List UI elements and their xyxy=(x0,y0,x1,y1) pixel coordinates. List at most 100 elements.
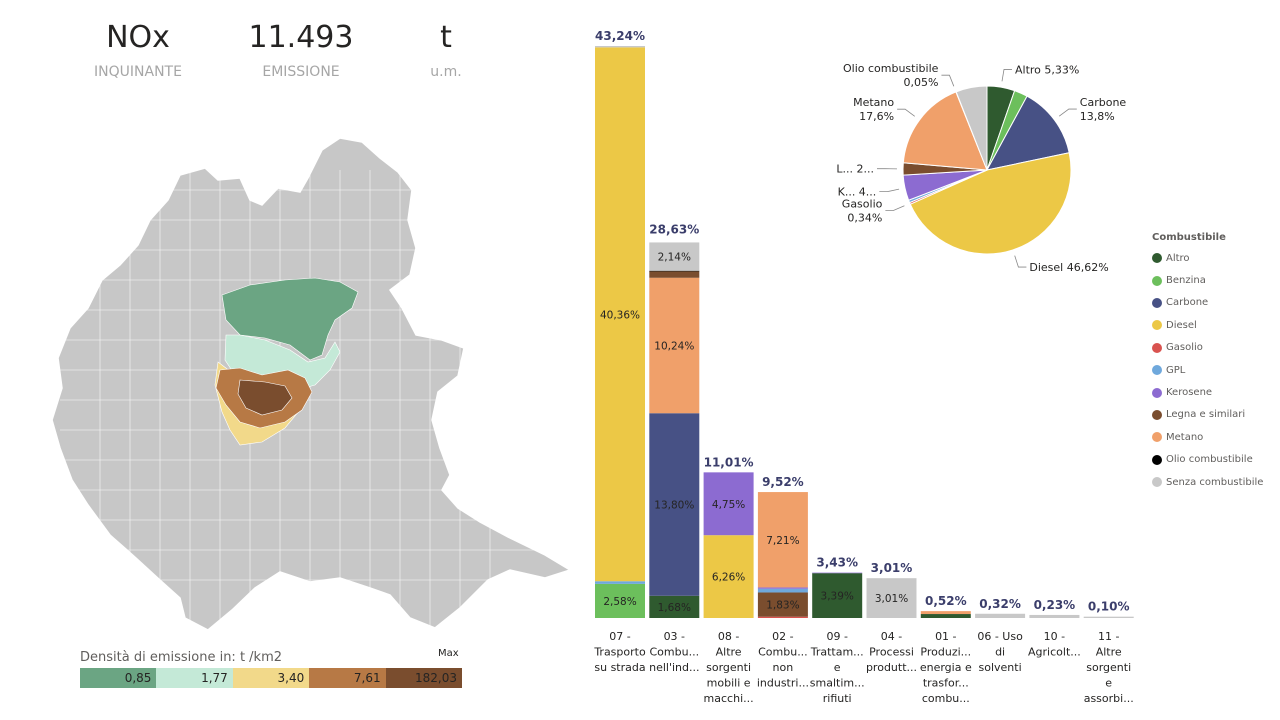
category-label: 07 - xyxy=(609,630,630,643)
category-label: 03 - xyxy=(664,630,685,643)
legend-dot xyxy=(1152,365,1162,376)
segment-label: 10,24% xyxy=(654,340,694,352)
bar-segment[interactable] xyxy=(1029,614,1080,618)
category-label: Agricolt... xyxy=(1028,646,1081,659)
pie-slice-label: 17,6% xyxy=(859,110,894,123)
bar-segment[interactable] xyxy=(595,47,645,582)
legend-class-5[interactable]: 182,03 xyxy=(385,668,463,688)
category-label: smaltim... xyxy=(810,677,865,690)
kpi-emissione: 11.493 EMISSIONE xyxy=(241,18,361,80)
category-label: Trattam... xyxy=(810,646,864,659)
bar-segment[interactable] xyxy=(812,572,863,574)
fuel-legend-item[interactable]: Benzina xyxy=(1152,269,1263,291)
segment-label: 1,68% xyxy=(658,602,691,614)
category-label: 09 - xyxy=(826,630,847,643)
category-label: non xyxy=(773,661,794,674)
bar-segment[interactable] xyxy=(649,277,700,414)
category-label: trasfor... xyxy=(923,677,969,690)
kpi-inquinante-value: NOx xyxy=(106,20,170,55)
category-label: 11 - xyxy=(1098,630,1119,643)
legend-class-4[interactable]: 7,61 xyxy=(309,668,386,688)
bar-total-label: 0,10% xyxy=(1088,600,1130,614)
fuel-legend-item[interactable]: Senza combustibile xyxy=(1152,471,1263,493)
segment-label: 2,14% xyxy=(658,252,691,264)
kpi-inquinante: NOx INQUINANTE xyxy=(78,18,198,80)
fuel-legend-item[interactable]: Legna e similari xyxy=(1152,404,1263,426)
legend-class-3[interactable]: 3,40 xyxy=(232,668,310,688)
pie-slice-label: 0,34% xyxy=(847,212,882,225)
bar-total-label: 9,52% xyxy=(762,475,804,489)
category-label: mobili e xyxy=(707,677,751,690)
category-label: di xyxy=(995,646,1005,659)
fuel-legend-item[interactable]: Kerosene xyxy=(1152,381,1263,403)
pie-slice[interactable] xyxy=(986,95,1070,171)
legend-dot xyxy=(1152,432,1162,443)
pie-slice-label: L... 2... xyxy=(836,163,874,176)
bar-segment[interactable] xyxy=(757,616,808,618)
sector-bar-chart: 2,58% 40,36% 43,24% 07 - Trasporto su strada 1… xyxy=(593,29,1134,705)
zone-low-density[interactable] xyxy=(221,277,359,361)
bar-total-label: 0,32% xyxy=(979,597,1021,611)
bar-segment[interactable] xyxy=(595,583,645,618)
bar-segment[interactable] xyxy=(649,595,700,618)
pie-slice-label: Olio combustibile xyxy=(843,62,939,75)
bar-segment[interactable] xyxy=(920,614,971,618)
legend-dot xyxy=(1152,409,1162,420)
legend-label: GPL xyxy=(1166,364,1186,376)
category-label: e xyxy=(834,661,841,674)
pie-slice[interactable] xyxy=(955,85,988,171)
category-label: macchi... xyxy=(704,692,754,705)
bar-segment[interactable] xyxy=(595,581,645,584)
bar-segment[interactable] xyxy=(649,242,700,271)
leader-line xyxy=(1001,69,1012,82)
fuel-legend-item[interactable]: GPL xyxy=(1152,359,1263,381)
legend-class-2[interactable]: 1,77 xyxy=(156,668,233,688)
bar-segment[interactable] xyxy=(649,271,700,278)
fuel-legend-item[interactable]: Metano xyxy=(1152,426,1263,448)
bar-segment[interactable] xyxy=(757,588,808,593)
bar-segment[interactable] xyxy=(703,535,754,618)
fuel-legend-item[interactable]: Diesel xyxy=(1152,314,1263,336)
kpi-emissione-label: EMISSIONE xyxy=(262,64,340,80)
fuel-legend-item[interactable]: Olio combustibile xyxy=(1152,449,1263,471)
pie-slice[interactable] xyxy=(902,91,988,171)
bar-segment[interactable] xyxy=(649,413,700,596)
emission-density-map[interactable] xyxy=(40,130,580,645)
leader-line xyxy=(897,108,915,117)
bar-total-label: 0,52% xyxy=(925,594,967,608)
kpi-unit: t u.m. xyxy=(386,18,506,80)
kpi-emissione-value: 11.493 xyxy=(248,20,354,55)
legend-dot xyxy=(1152,253,1162,264)
bar-segment[interactable] xyxy=(757,587,808,589)
bar-segment[interactable] xyxy=(757,592,808,617)
category-label: 04 - xyxy=(881,630,902,643)
bar-segment[interactable] xyxy=(649,270,700,272)
bar-segment[interactable] xyxy=(595,46,645,48)
kpi-inquinante-label: INQUINANTE xyxy=(94,64,182,80)
legend-dot xyxy=(1152,387,1162,398)
map-legend-max: Max xyxy=(438,648,459,659)
segment-label: 7,21% xyxy=(766,535,799,547)
kpi-unit-label: u.m. xyxy=(430,64,462,80)
legend-label: Senza combustibile xyxy=(1166,476,1264,488)
bar-total-label: 3,01% xyxy=(871,561,913,575)
leader-line xyxy=(1058,108,1077,117)
category-label: 02 - xyxy=(772,630,793,643)
fuel-legend-item[interactable]: Gasolio xyxy=(1152,337,1263,359)
bar-segment[interactable] xyxy=(920,611,971,615)
pie-slice[interactable] xyxy=(909,152,1072,255)
segment-label: 6,26% xyxy=(712,572,745,584)
segment-label: 1,83% xyxy=(766,600,799,612)
bar-segment[interactable] xyxy=(1083,616,1134,618)
bar-segment[interactable] xyxy=(703,472,754,536)
legend-label: Gasolio xyxy=(1166,342,1203,354)
zone-max-density[interactable] xyxy=(237,379,293,416)
bar-segment[interactable] xyxy=(975,613,1026,618)
fuel-legend-item[interactable]: Carbone xyxy=(1152,292,1263,314)
bar-segment[interactable] xyxy=(757,492,808,588)
fuel-legend-item[interactable]: Altro xyxy=(1152,247,1263,269)
legend-dot xyxy=(1152,297,1162,308)
legend-class-1[interactable]: 0,85 xyxy=(80,668,157,688)
bar-segment[interactable] xyxy=(866,578,917,618)
bar-segment[interactable] xyxy=(812,573,863,618)
